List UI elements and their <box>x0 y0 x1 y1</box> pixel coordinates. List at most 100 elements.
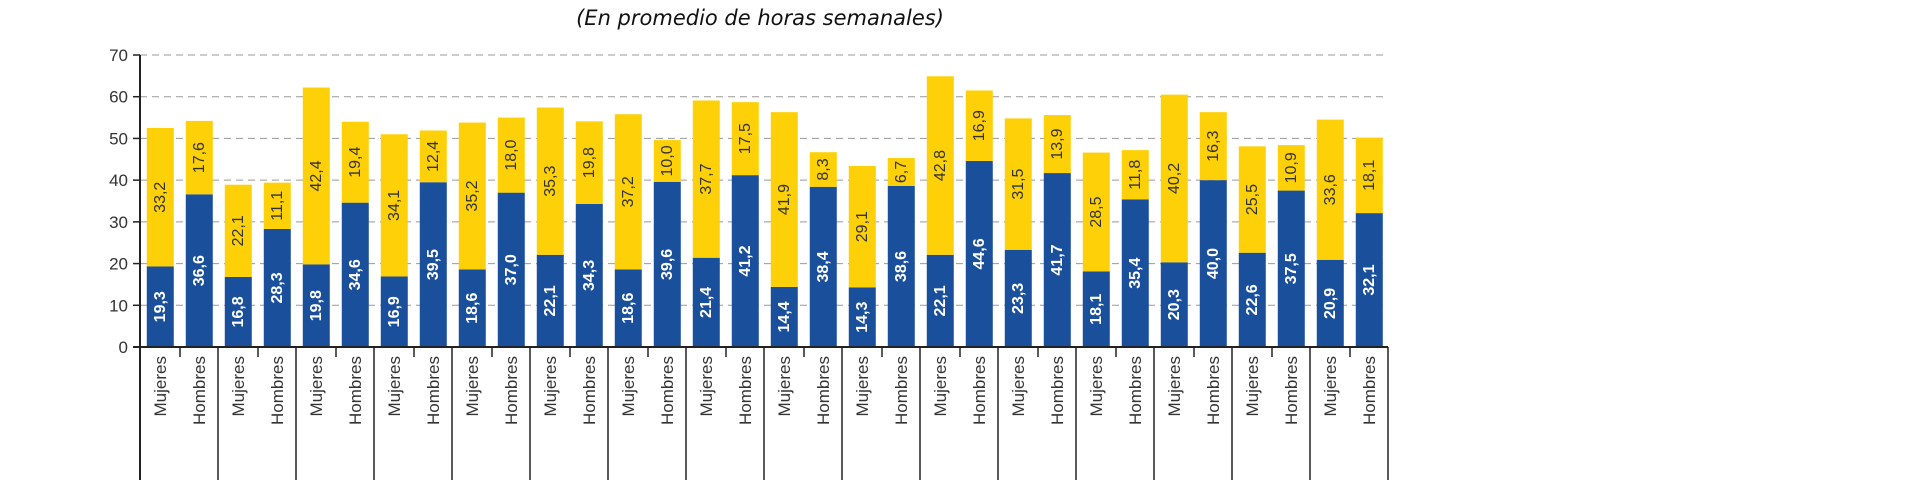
bar-segment-yellow <box>1277 145 1305 191</box>
data-label-blue: 14,4 <box>776 301 793 332</box>
x-category-label: Mujeres <box>151 356 170 416</box>
bar-segment-blue <box>497 192 525 347</box>
data-label-yellow: 37,7 <box>698 163 715 194</box>
data-label-yellow: 28,5 <box>1088 196 1105 227</box>
bar-segment-blue <box>770 286 798 347</box>
bar-segment-blue <box>1004 249 1032 347</box>
data-label-blue: 20,9 <box>1322 288 1339 319</box>
bar-segment-yellow <box>146 128 174 267</box>
bar-segment-yellow <box>887 158 915 186</box>
bar-segment-yellow <box>380 134 408 277</box>
bar-segment-blue <box>575 203 603 347</box>
x-category-label: Mujeres <box>1087 356 1106 416</box>
data-label-blue: 41,2 <box>737 245 754 276</box>
data-label-yellow: 22,1 <box>230 215 247 246</box>
bar-segment-yellow <box>224 184 252 277</box>
data-label-yellow: 37,2 <box>620 176 637 207</box>
bar-segment-yellow <box>614 114 642 270</box>
x-category-label: Hombres <box>736 356 755 425</box>
x-category-label: Hombres <box>1282 356 1301 425</box>
bar-segment-yellow <box>653 140 681 182</box>
data-label-blue: 20,3 <box>1166 289 1183 320</box>
bar-segment-blue <box>926 254 954 347</box>
x-category-label: Hombres <box>190 356 209 425</box>
bar-segment-blue <box>1277 190 1305 347</box>
data-label-yellow: 10,9 <box>1283 152 1300 183</box>
x-category-label: Hombres <box>658 356 677 425</box>
x-category-label: Hombres <box>268 356 287 425</box>
bar-segment-blue <box>263 228 291 347</box>
x-category-label: Mujeres <box>385 356 404 416</box>
data-label-blue: 22,6 <box>1244 284 1261 315</box>
data-label-yellow: 6,7 <box>893 161 910 183</box>
bar-segment-yellow <box>809 152 837 187</box>
data-label-yellow: 13,9 <box>1049 128 1066 159</box>
bar-segment-yellow <box>770 112 798 287</box>
data-label-yellow: 12,4 <box>425 141 442 172</box>
data-label-yellow: 16,9 <box>971 110 988 141</box>
bar-segment-blue <box>419 182 447 347</box>
data-label-blue: 37,5 <box>1283 253 1300 284</box>
x-category-label: Mujeres <box>541 356 560 416</box>
x-category-label: Hombres <box>1126 356 1145 425</box>
bar-segment-yellow <box>497 117 525 193</box>
x-category-label: Hombres <box>580 356 599 425</box>
bar-segment-yellow <box>185 120 213 195</box>
data-label-blue: 38,4 <box>815 251 832 282</box>
y-tick-label: 0 <box>119 338 128 357</box>
data-label-blue: 39,6 <box>659 249 676 280</box>
x-category-label: Hombres <box>424 356 443 425</box>
data-label-blue: 19,3 <box>152 291 169 322</box>
x-category-label: Hombres <box>502 356 521 425</box>
bar-segment-yellow <box>1043 115 1071 174</box>
bar-segment-blue <box>536 254 564 347</box>
bar-segment-blue <box>302 264 330 347</box>
data-label-blue: 44,6 <box>971 238 988 269</box>
x-category-label: Hombres <box>892 356 911 425</box>
bar-segment-blue <box>458 269 486 347</box>
bar-segment-blue <box>731 175 759 347</box>
y-tick-label: 30 <box>109 213 128 232</box>
x-category-label: Hombres <box>1360 356 1379 425</box>
bar-segment-yellow <box>536 107 564 255</box>
x-category-label: Mujeres <box>307 356 326 416</box>
data-label-blue: 28,3 <box>269 272 286 303</box>
data-label-yellow: 11,1 <box>269 191 286 221</box>
data-label-yellow: 10,0 <box>659 145 676 176</box>
x-category-label: Mujeres <box>619 356 638 416</box>
data-label-yellow: 35,2 <box>464 180 481 211</box>
y-tick-label: 10 <box>109 296 128 315</box>
bar-segment-blue <box>1199 180 1227 347</box>
data-label-blue: 36,6 <box>191 255 208 286</box>
data-label-blue: 23,3 <box>1010 283 1027 314</box>
x-category-label: Mujeres <box>463 356 482 416</box>
x-category-label: Hombres <box>970 356 989 425</box>
data-label-yellow: 33,6 <box>1322 174 1339 205</box>
bar-segment-yellow <box>1160 94 1188 263</box>
bar-segment-blue <box>965 160 993 347</box>
bar-segment-yellow <box>1238 146 1266 253</box>
data-label-blue: 34,3 <box>581 260 598 291</box>
data-label-blue: 35,4 <box>1127 257 1144 288</box>
data-label-yellow: 35,3 <box>542 166 559 197</box>
x-category-label: Mujeres <box>1243 356 1262 416</box>
bar-segment-yellow <box>263 182 291 229</box>
data-label-blue: 41,7 <box>1049 244 1066 275</box>
x-category-label: Mujeres <box>697 356 716 416</box>
y-tick-label: 70 <box>109 46 128 65</box>
bar-segment-yellow <box>926 76 954 255</box>
x-category-label: Hombres <box>1204 356 1223 425</box>
data-label-yellow: 33,2 <box>152 182 169 213</box>
y-tick-label: 40 <box>109 171 128 190</box>
data-label-blue: 38,6 <box>893 251 910 282</box>
x-category-label: Mujeres <box>931 356 950 416</box>
data-label-blue: 21,4 <box>698 287 715 318</box>
data-label-yellow: 17,5 <box>737 123 754 154</box>
bar-segment-blue <box>1316 259 1344 347</box>
bar-segment-blue <box>692 257 720 347</box>
data-label-blue: 16,8 <box>230 296 247 327</box>
bar-segment-yellow <box>1355 137 1383 214</box>
chart-title: (En promedio de horas semanales) <box>576 6 944 30</box>
data-label-blue: 40,0 <box>1205 248 1222 279</box>
